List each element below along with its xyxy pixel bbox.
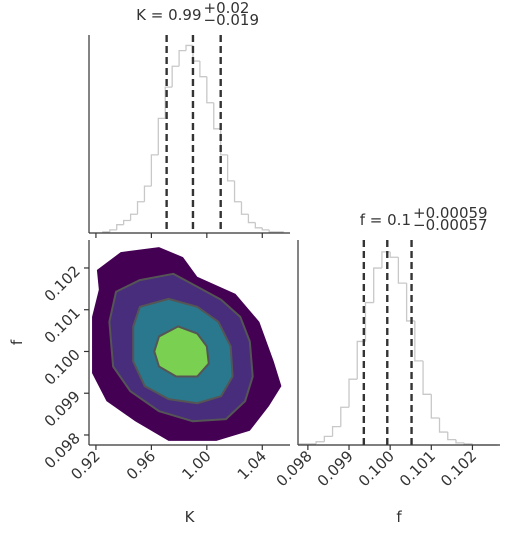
hist-step: [213, 102, 221, 130]
hist-step: [143, 185, 152, 202]
hist-step: [240, 201, 249, 215]
hist-step: [364, 301, 374, 342]
y-tick-label: 0.102: [41, 262, 84, 305]
hist-step: [422, 360, 432, 395]
y-tick-label: 0.100: [41, 346, 84, 389]
hist-step: [323, 435, 333, 442]
hist-step: [233, 180, 242, 203]
hist-step: [247, 214, 256, 224]
hist-step: [438, 418, 448, 433]
y-tick-label: 0.101: [41, 304, 84, 347]
x-tick-label: 1.04: [234, 447, 270, 483]
hist-step: [164, 86, 173, 119]
hist-step: [340, 406, 350, 427]
hist-step: [315, 441, 325, 444]
hist-step: [455, 439, 465, 444]
hist-step: [348, 378, 358, 408]
hist-step: [430, 394, 440, 419]
hist-step: [268, 229, 277, 233]
title: f = 0.1: [360, 211, 411, 229]
title-upper: +0.02: [204, 0, 250, 17]
hist-step: [150, 154, 159, 187]
x-axis-label: f: [396, 508, 402, 526]
y-axis-label: f: [8, 339, 26, 345]
hist-step: [123, 219, 131, 225]
hist-step: [261, 227, 270, 231]
hist-step: [414, 320, 424, 362]
x-tick-label: 0.098: [273, 447, 316, 490]
hist-step: [331, 426, 341, 437]
x-axis-label: K: [185, 508, 196, 526]
hist-step: [226, 154, 235, 182]
hist-step: [171, 65, 180, 88]
x-tick-label: 0.102: [437, 447, 480, 490]
hist-step: [206, 76, 214, 104]
hist-step: [373, 267, 382, 303]
title-upper: +0.00059: [413, 204, 488, 222]
hist-step: [157, 117, 166, 155]
hist-step: [178, 49, 187, 67]
x-tick-label: 0.101: [396, 447, 439, 490]
x-tick-label: 0.96: [123, 447, 159, 483]
hist-step: [463, 442, 473, 445]
title: K = 0.99: [136, 6, 201, 24]
contour-level: [153, 325, 210, 378]
hist-step: [397, 257, 407, 284]
hist-step: [109, 229, 117, 232]
hist-step: [116, 224, 124, 230]
hist-step: [447, 432, 456, 441]
hist-step: [136, 201, 145, 215]
title-lower: −0.00057: [413, 216, 488, 234]
x-tick-label: 0.100: [355, 447, 398, 490]
hist-step: [381, 251, 391, 269]
hist-step: [254, 222, 263, 229]
hist-step: [199, 61, 207, 78]
x-tick-label: 0.099: [314, 447, 357, 490]
title-lower: −0.019: [204, 11, 260, 29]
hist-step: [185, 44, 193, 51]
hist-step: [129, 213, 138, 221]
hist-step: [389, 251, 399, 258]
x-tick-label: 1.00: [178, 447, 214, 483]
y-tick-label: 0.099: [41, 387, 84, 430]
